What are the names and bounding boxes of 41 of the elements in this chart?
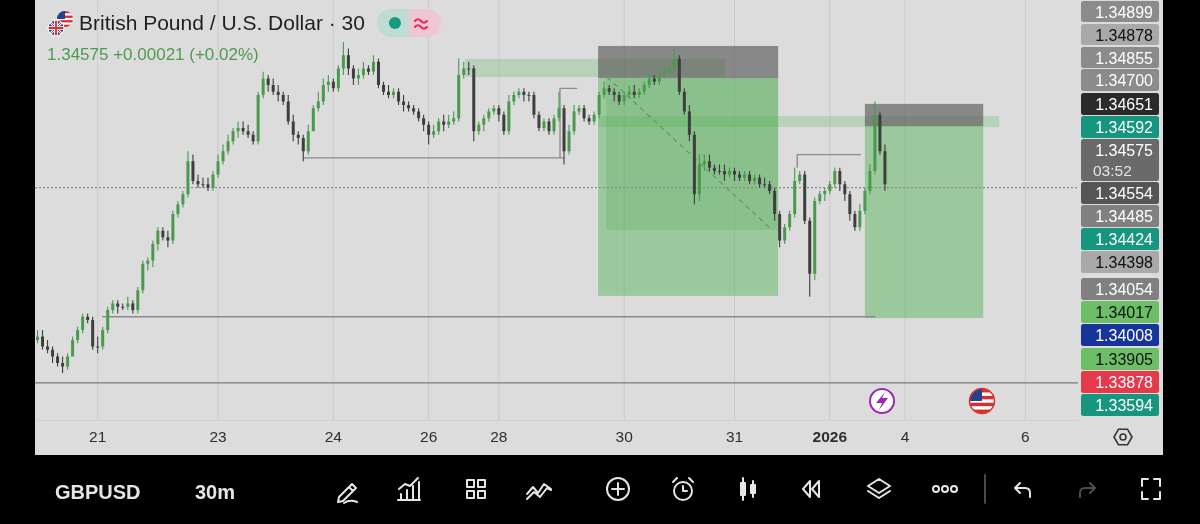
- text: 1.34899: [1095, 4, 1154, 21]
- text: 1.34855: [1095, 50, 1154, 67]
- candlestick: [206, 177, 210, 191]
- text: 1.34424: [1095, 231, 1154, 248]
- candlestick: [542, 118, 546, 132]
- x-tick-label: 31: [725, 428, 744, 446]
- x-tick-label: 28: [490, 428, 508, 446]
- text: 1.34017: [1095, 304, 1154, 321]
- chart-subtitle: 1.34575 +0.00021 (+0.02%): [47, 45, 259, 64]
- text: 1.34575: [1095, 142, 1154, 159]
- text: 03:52: [1093, 162, 1132, 179]
- candlestick: [557, 91, 561, 122]
- candlestick: [221, 144, 225, 165]
- x-tick-label: 6: [1021, 428, 1030, 446]
- text: 1.33878: [1095, 374, 1154, 391]
- x-tick-label: 21: [89, 428, 107, 446]
- text: 30m: [195, 481, 236, 503]
- text: 1.33594: [1095, 397, 1154, 414]
- x-tick-label: 24: [324, 428, 343, 446]
- text: 1.34008: [1095, 327, 1154, 344]
- text: 1.34878: [1095, 27, 1154, 44]
- x-tick-label: 26: [420, 428, 438, 446]
- text: 1.34700: [1095, 72, 1154, 89]
- candlestick: [121, 303, 125, 311]
- x-tick-label: 30: [615, 428, 634, 446]
- candlestick: [547, 118, 551, 135]
- text: 1.34054: [1095, 281, 1154, 298]
- text: GBPUSD: [55, 481, 141, 503]
- text: 1.34554: [1095, 185, 1154, 202]
- text: 1.34485: [1095, 208, 1154, 225]
- candlestick: [196, 174, 200, 188]
- x-tick-label: 4: [900, 428, 910, 446]
- candlestick: [216, 154, 220, 178]
- text: 1.34651: [1095, 96, 1154, 113]
- x-tick-label: 23: [209, 428, 227, 446]
- text: 1.33905: [1095, 351, 1154, 368]
- chart-title: British Pound / U.S. Dollar · 30: [79, 11, 365, 34]
- text: 1.34398: [1095, 254, 1154, 271]
- text: 1.34592: [1095, 119, 1154, 136]
- x-tick-label: 2026: [812, 428, 848, 446]
- candlestick: [201, 177, 205, 188]
